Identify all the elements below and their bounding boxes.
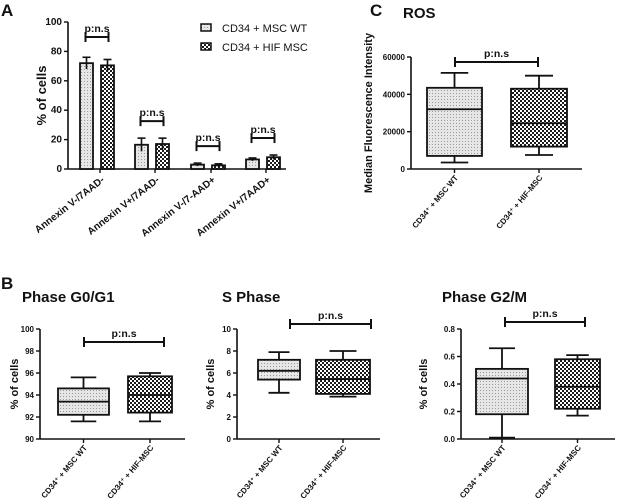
x-tick-label: CD34⁺ + MSC WT: [235, 443, 285, 499]
x-tick-label: CD34⁺ + HIF-MSC: [105, 443, 155, 499]
bar-hif-msc: [100, 64, 115, 170]
y-tick-label: 90: [25, 435, 34, 444]
chart-title: ROS: [403, 5, 436, 22]
box-hif-msc: [510, 87, 568, 148]
box-hif-msc: [554, 358, 601, 410]
significance-label: p:n.s: [195, 132, 220, 144]
chart-phase-g2-m: 0.0 0.2 0.4 0.6 0.8 % of cells Phase G2/M CD34⁺…: [418, 289, 615, 499]
significance-label: p:n.s: [111, 328, 136, 340]
x-tick-label: CD34⁺ + MSC WT: [458, 443, 508, 499]
y-tick-label: 0.4: [444, 380, 456, 389]
y-tick-label: 94: [25, 391, 34, 400]
y-tick-label: 0: [227, 435, 232, 444]
significance-label: p:n.s: [250, 124, 275, 136]
legend-label: CD34 + HIF MSC: [222, 42, 308, 54]
panel-label-c: C: [370, 1, 382, 20]
y-tick-label: 20: [51, 135, 63, 146]
y-axis-label: % of cells: [9, 359, 21, 410]
panel-label-b: B: [1, 274, 13, 293]
y-tick-label: 0.0: [444, 435, 456, 444]
box-msc-wt: [257, 358, 301, 381]
y-tick-label: 8: [227, 347, 232, 356]
y-tick-label: 20000: [383, 128, 406, 137]
y-tick-label: 96: [25, 369, 34, 378]
y-tick-label: 10: [222, 325, 231, 334]
y-axis-label: % of cells: [34, 66, 49, 126]
significance-label: p:n.s: [139, 107, 164, 119]
y-tick-label: 0.8: [444, 325, 456, 334]
y-tick-label: 60000: [383, 53, 406, 62]
legend-label: CD34 + MSC WT: [222, 23, 308, 35]
significance-label: p:n.s: [318, 310, 343, 322]
legend-swatch: [200, 23, 212, 32]
y-tick-label: 98: [25, 347, 34, 356]
y-tick-label: 4: [227, 391, 232, 400]
y-tick-label: 92: [25, 413, 34, 422]
x-tick-label: CD34⁺ + HIF-MSC: [298, 443, 348, 499]
x-tick-label: CD34⁺ + MSC WT: [411, 173, 461, 230]
x-tick-label: CD34⁺ + HIF-MSC: [533, 443, 583, 499]
box-hif-msc: [315, 358, 371, 395]
y-tick-label: 2: [227, 413, 232, 422]
chart-title: Phase G2/M: [442, 289, 527, 306]
chart-ros: 0 20000 40000 60000 Median Fluorescence Inte…: [363, 5, 582, 231]
y-tick-label: 40000: [383, 90, 406, 99]
significance-label: p:n.s: [532, 308, 557, 320]
y-tick-label: 80: [51, 46, 63, 57]
y-tick-label: 100: [45, 17, 62, 28]
box-msc-wt: [475, 367, 529, 416]
y-axis-label: % of cells: [418, 359, 430, 410]
y-tick-label: 6: [227, 369, 232, 378]
chart-phase-g0-g1: 90 92 94 96 98 100 % of cells Phase G0/G1 CD34⁺ …: [9, 289, 185, 499]
significance-label: p:n.s: [84, 23, 109, 35]
y-tick-label: 0: [401, 165, 406, 174]
chart-title: S Phase: [222, 289, 280, 306]
y-tick-label: 60: [51, 76, 63, 87]
significance-label: p:n.s: [484, 48, 509, 60]
y-tick-label: 40: [51, 105, 63, 116]
y-tick-label: 0.6: [444, 353, 456, 362]
box-msc-wt: [426, 86, 483, 157]
legend-swatch: [200, 42, 212, 51]
y-tick-label: 100: [21, 325, 35, 334]
x-tick-label: CD34⁺ + MSC WT: [40, 443, 90, 499]
bar-msc-wt: [79, 62, 94, 170]
y-axis-label: % of cells: [205, 359, 217, 410]
y-axis-label: Median Fluorescence Intensity: [363, 32, 375, 193]
y-tick-label: 0: [56, 164, 62, 175]
chart-s-phase: 0 2 4 6 8 10 % of cells S Phase CD34⁺ + MSC WT CD…: [205, 289, 380, 499]
chart-title: Phase G0/G1: [22, 289, 115, 306]
y-tick-label: 0.2: [444, 408, 456, 417]
panel-label-a: A: [1, 1, 13, 20]
x-tick-label: CD34⁺ + HIF-MSC: [494, 173, 544, 230]
